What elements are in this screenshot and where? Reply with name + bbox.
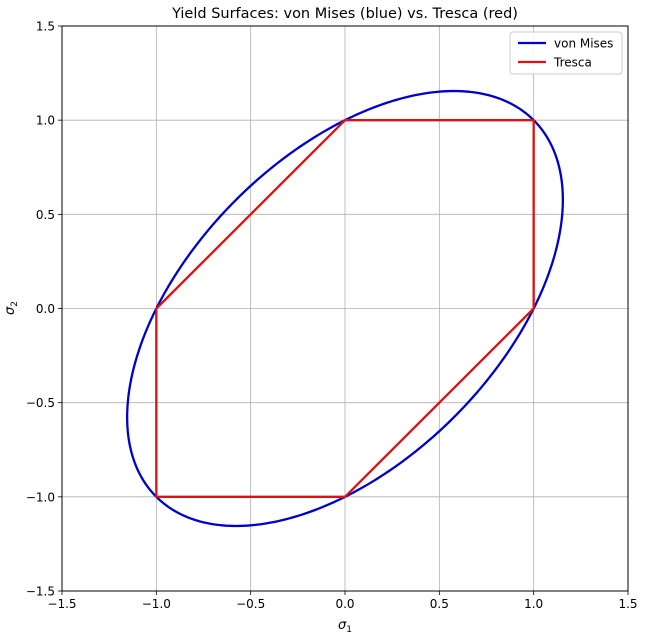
legend: von Mises Tresca [509,31,623,75]
x-tick-label: 0.0 [335,597,354,611]
y-tick-label: 0.5 [36,208,55,222]
y-tick-label: −1.5 [26,585,55,599]
chart-title: Yield Surfaces: von Mises (blue) vs. Tre… [171,6,518,22]
x-tick-label: 0.5 [430,597,449,611]
y-tick-label: 1.0 [36,114,55,128]
x-tick-label: −1.0 [142,597,171,611]
x-tick-label: 1.5 [618,597,637,611]
y-tick-label: 1.5 [36,20,55,34]
legend-label-tresca: Tresca [553,56,592,70]
y-tick-label: −1.0 [26,490,55,504]
axis-ticks: −1.5 −1.0 −0.5 0.0 0.5 1.0 1.5 −1.5 −1.0 −0.5 0.0 0… [26,20,638,612]
y-tick-label: −0.5 [26,396,55,410]
x-axis-label: σ1 [338,618,352,634]
series-tresca [155,119,535,498]
x-tick-label: −0.5 [236,597,265,611]
x-tick-label: −1.5 [47,597,76,611]
x-tick-label: 1.0 [524,597,543,611]
y-axis-label: σ2 [3,301,20,315]
y-tick-label: 0.0 [36,302,55,316]
data-series [126,89,564,528]
legend-label-von-mises: von Mises [554,37,613,51]
